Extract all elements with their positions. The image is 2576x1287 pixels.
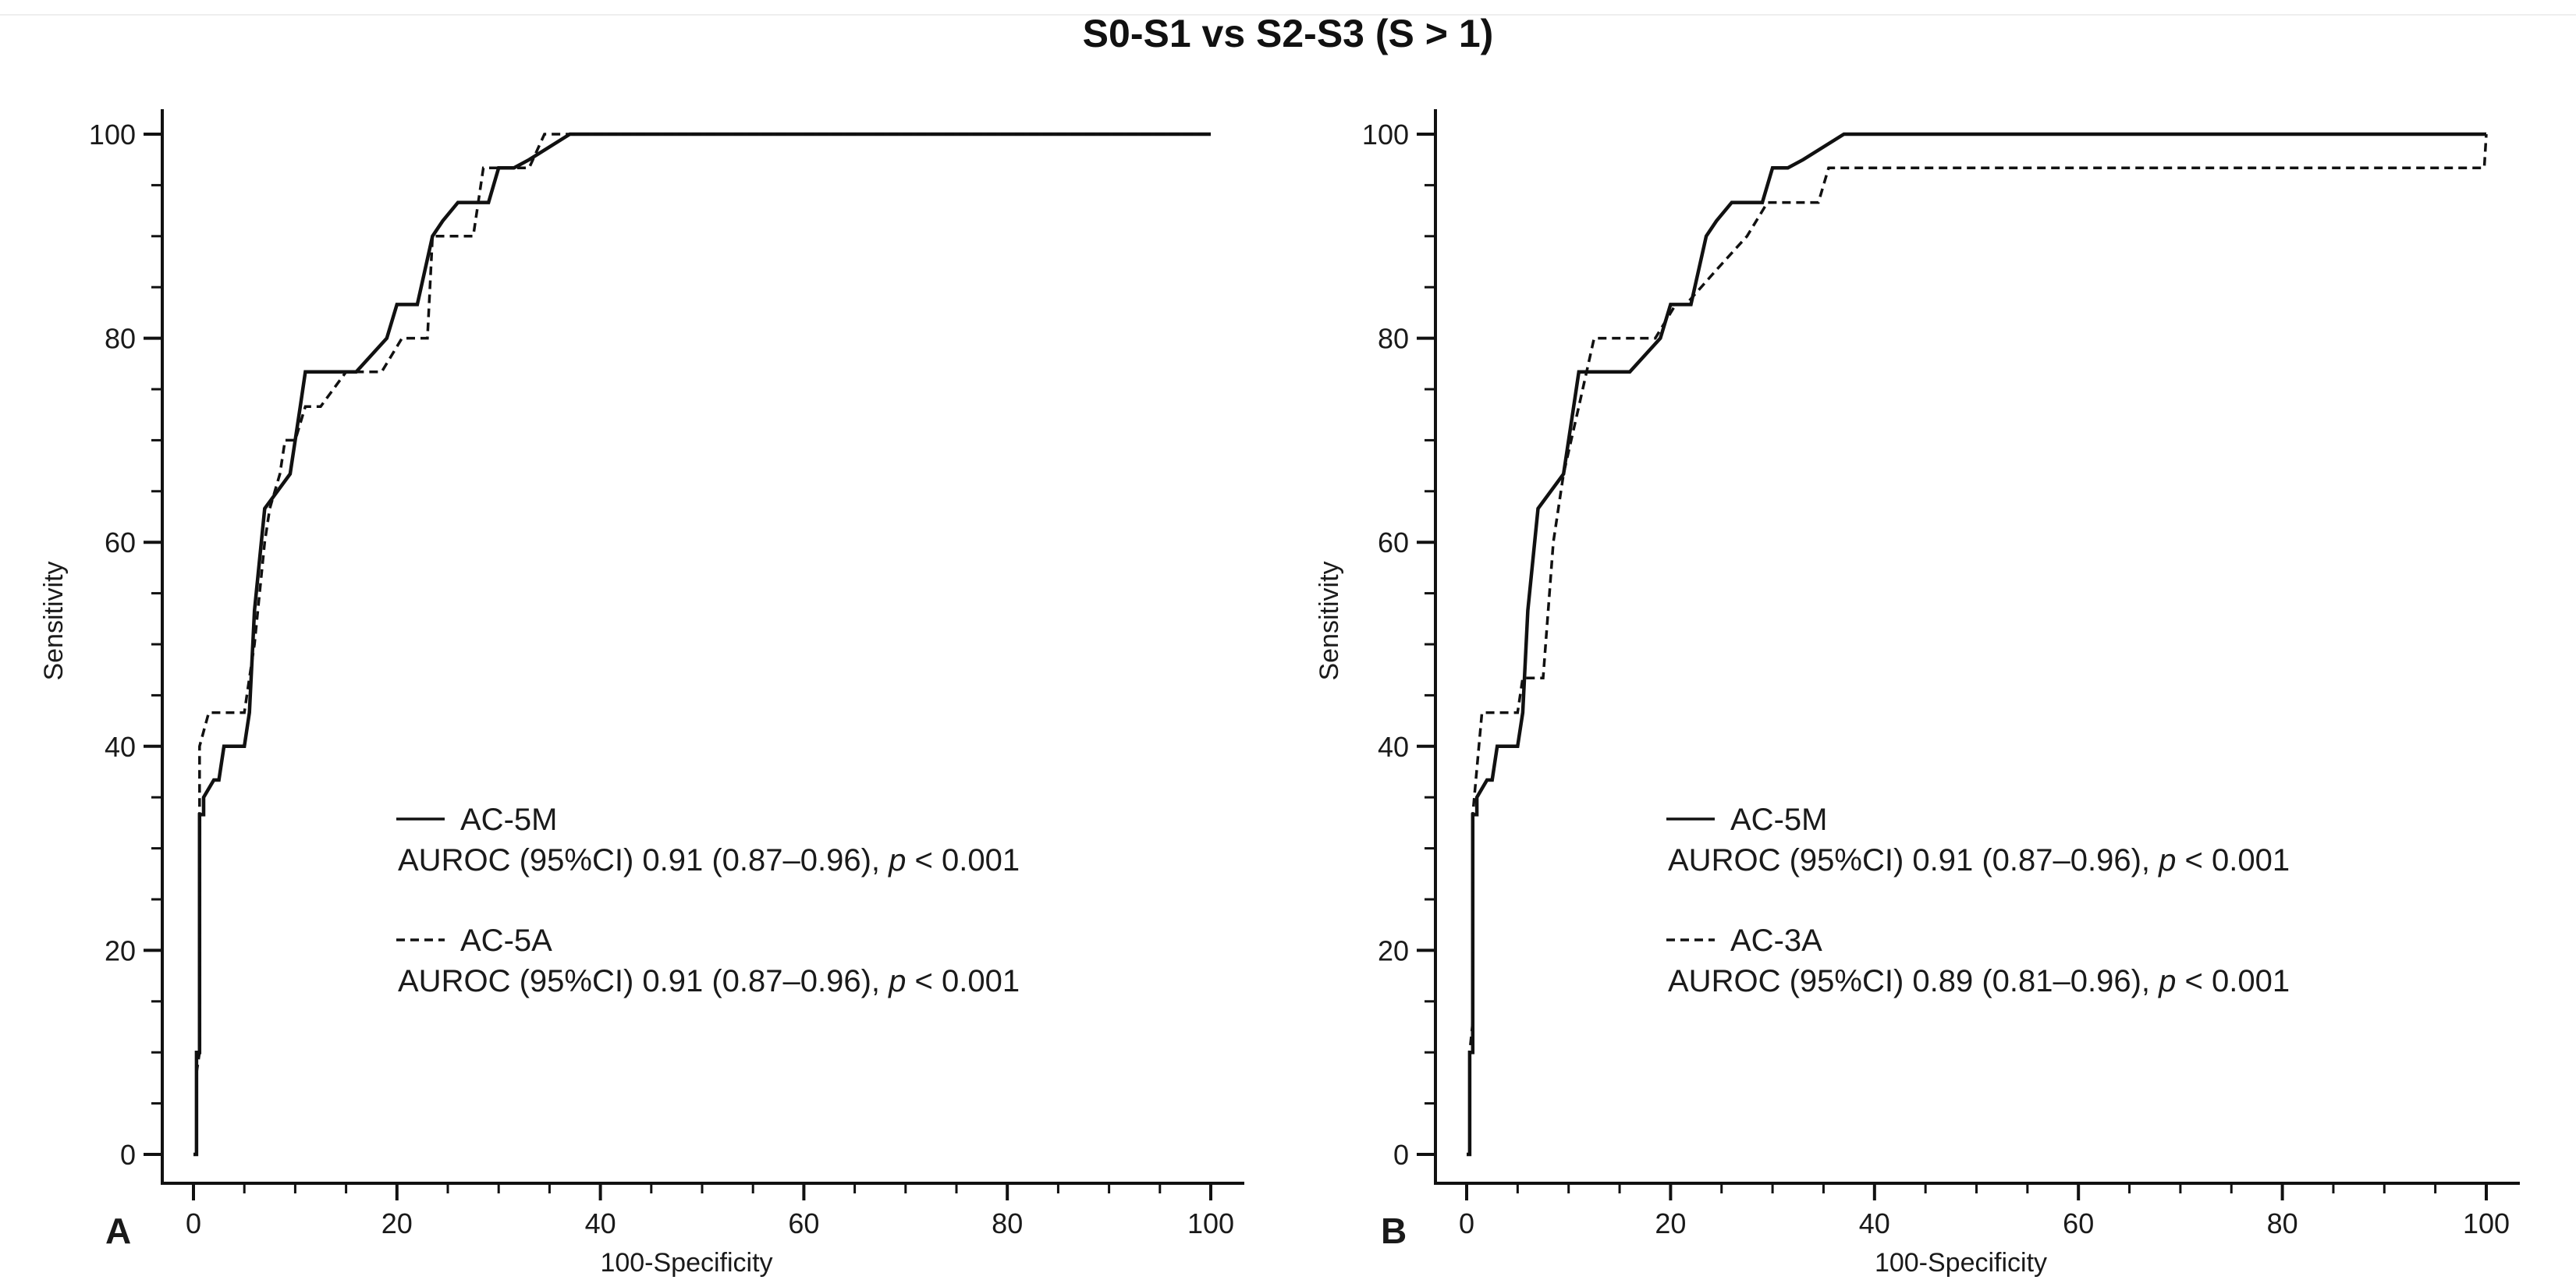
x-tick-label: 20: [381, 1207, 413, 1239]
y-tick-label: 0: [120, 1139, 136, 1171]
x-tick-label: 40: [1859, 1207, 1890, 1239]
y-tick-label: 0: [1393, 1139, 1409, 1171]
y-axis-label: Sensitivity: [1315, 561, 1344, 680]
x-tick-label: 0: [186, 1207, 201, 1239]
x-tick-label: 100: [1187, 1207, 1234, 1239]
x-tick-label: 80: [992, 1207, 1023, 1239]
roc-panel-a: 0 20 40 60 80 100 0 20 40 60 80 100 100-Specificity S…: [39, 109, 1244, 1278]
y-tick-label: 40: [105, 731, 136, 763]
y-tick-label: 100: [1362, 119, 1409, 151]
x-tick-label: 60: [2063, 1207, 2094, 1239]
legend-series-name: AC-5M: [1730, 803, 1827, 837]
y-tick-label: 100: [89, 119, 136, 151]
x-tick-label: 80: [2267, 1207, 2298, 1239]
x-tick-label: 20: [1655, 1207, 1686, 1239]
x-tick-label: 60: [788, 1207, 819, 1239]
roc-panel-b: 0 20 40 60 80 100 0 20 40 60 80 100 100-Specificity S…: [1315, 109, 2520, 1278]
y-tick-label: 20: [105, 934, 136, 966]
x-tick-label: 40: [585, 1207, 616, 1239]
x-axis-label: 100-Specificity: [600, 1248, 772, 1278]
figure-title: S0-S1 vs S2-S3 (S > 1): [1082, 12, 1494, 55]
top-divider: [0, 14, 2576, 16]
x-axis-label: 100-Specificity: [1875, 1248, 2047, 1278]
y-tick-label: 40: [1378, 731, 1409, 763]
legend-auroc-stats: AUROC (95%CI) 0.89 (0.81–0.96), p < 0.00…: [1668, 964, 2290, 998]
panel-letter: A: [105, 1211, 131, 1251]
legend-auroc-stats: AUROC (95%CI) 0.91 (0.87–0.96), p < 0.00…: [398, 843, 1020, 878]
y-tick-label: 20: [1378, 934, 1409, 966]
legend-series-name: AC-5M: [460, 803, 557, 837]
legend-auroc-stats: AUROC (95%CI) 0.91 (0.87–0.96), p < 0.00…: [398, 964, 1020, 998]
y-tick-label: 60: [1378, 526, 1409, 558]
series-line-ac-5m: [1467, 132, 2486, 1157]
y-tick-label: 60: [105, 526, 136, 558]
series-line-ac-3a: [1467, 133, 2488, 1156]
series-line-ac-5m: [193, 132, 1211, 1157]
y-tick-label: 80: [1378, 323, 1409, 355]
panel-letter: B: [1381, 1211, 1407, 1251]
series-line-ac-5a: [193, 133, 1211, 1156]
y-tick-label: 80: [105, 323, 136, 355]
legend-auroc-stats: AUROC (95%CI) 0.91 (0.87–0.96), p < 0.00…: [1668, 843, 2290, 878]
x-tick-label: 0: [1459, 1207, 1474, 1239]
legend-series-name: AC-5A: [460, 924, 552, 958]
x-tick-label: 100: [2463, 1207, 2510, 1239]
y-axis-label: Sensitivity: [39, 561, 69, 680]
legend-series-name: AC-3A: [1730, 924, 1822, 958]
